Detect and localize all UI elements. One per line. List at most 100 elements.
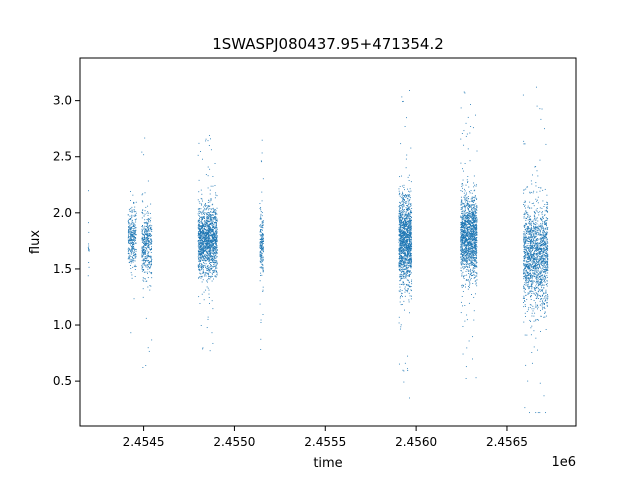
data-point xyxy=(463,238,465,240)
data-point xyxy=(463,235,464,237)
data-point xyxy=(207,226,209,227)
data-point xyxy=(401,210,403,212)
data-point xyxy=(201,234,203,236)
data-point xyxy=(216,252,217,254)
data-point xyxy=(399,210,401,212)
data-point xyxy=(408,212,410,214)
data-point xyxy=(205,244,207,245)
data-point xyxy=(149,249,151,250)
data-point xyxy=(128,208,130,210)
data-point xyxy=(131,219,133,221)
data-point xyxy=(208,258,210,260)
data-point xyxy=(466,238,468,240)
data-point xyxy=(200,233,202,235)
data-point xyxy=(471,242,473,244)
data-point xyxy=(408,284,410,286)
data-point xyxy=(212,231,214,232)
data-point xyxy=(209,216,210,218)
data-point xyxy=(88,262,90,263)
data-point xyxy=(131,234,133,235)
data-point xyxy=(474,226,476,227)
data-point xyxy=(410,232,411,234)
data-point xyxy=(462,266,464,268)
data-point xyxy=(399,207,401,209)
data-point xyxy=(145,256,147,258)
data-point xyxy=(198,233,199,235)
data-point xyxy=(211,198,212,200)
data-point xyxy=(215,221,217,223)
data-point xyxy=(131,209,133,211)
data-point xyxy=(260,218,262,220)
data-point xyxy=(131,260,133,262)
data-point xyxy=(460,196,462,198)
data-point xyxy=(199,208,200,210)
data-point xyxy=(467,207,468,209)
data-point xyxy=(211,228,213,230)
data-point xyxy=(208,217,209,219)
data-point xyxy=(207,216,209,218)
data-point xyxy=(461,185,463,187)
data-point xyxy=(215,235,216,237)
data-point xyxy=(461,218,463,220)
data-point xyxy=(470,224,472,225)
data-point xyxy=(206,247,208,249)
data-point xyxy=(260,229,262,231)
data-point xyxy=(203,275,205,277)
data-point xyxy=(409,254,411,256)
data-point xyxy=(398,216,400,218)
data-point xyxy=(399,223,401,225)
data-point xyxy=(151,272,152,274)
data-point xyxy=(216,235,218,236)
data-point xyxy=(213,237,215,238)
data-point xyxy=(404,261,405,263)
data-point xyxy=(262,268,264,270)
data-point xyxy=(464,226,466,228)
data-point xyxy=(261,241,263,243)
data-point xyxy=(144,235,146,237)
data-point xyxy=(263,259,264,261)
data-point xyxy=(206,240,207,242)
data-point xyxy=(211,267,213,269)
data-point xyxy=(463,216,464,217)
data-point xyxy=(134,230,136,232)
data-point xyxy=(399,242,401,244)
data-point xyxy=(470,240,472,242)
data-point xyxy=(210,223,212,225)
data-point xyxy=(146,228,148,230)
data-point xyxy=(398,210,400,212)
data-point xyxy=(213,240,215,242)
data-point xyxy=(404,244,406,246)
data-point xyxy=(409,222,411,223)
data-point xyxy=(134,226,136,228)
data-point xyxy=(200,242,202,244)
data-point xyxy=(465,254,467,255)
data-point xyxy=(133,228,134,230)
data-point xyxy=(407,247,409,249)
data-point xyxy=(208,260,210,262)
data-point xyxy=(206,206,208,208)
data-point xyxy=(408,251,409,253)
data-point xyxy=(200,258,202,260)
data-point xyxy=(211,214,213,216)
data-point xyxy=(403,237,405,239)
data-point xyxy=(399,228,401,230)
data-point xyxy=(465,286,466,288)
data-point xyxy=(216,220,218,222)
data-point xyxy=(398,253,400,255)
data-point xyxy=(403,250,405,252)
data-point xyxy=(475,238,477,240)
data-point xyxy=(476,205,478,207)
data-point xyxy=(214,252,216,254)
data-point xyxy=(202,238,204,240)
data-point xyxy=(473,252,475,254)
data-point xyxy=(407,271,408,273)
data-point xyxy=(398,219,400,221)
data-point xyxy=(205,260,207,262)
data-point xyxy=(210,239,212,241)
data-point xyxy=(132,261,134,263)
data-point xyxy=(403,211,405,213)
data-point xyxy=(467,198,469,200)
data-point xyxy=(210,275,212,277)
data-point xyxy=(212,255,214,257)
data-point xyxy=(260,247,262,249)
